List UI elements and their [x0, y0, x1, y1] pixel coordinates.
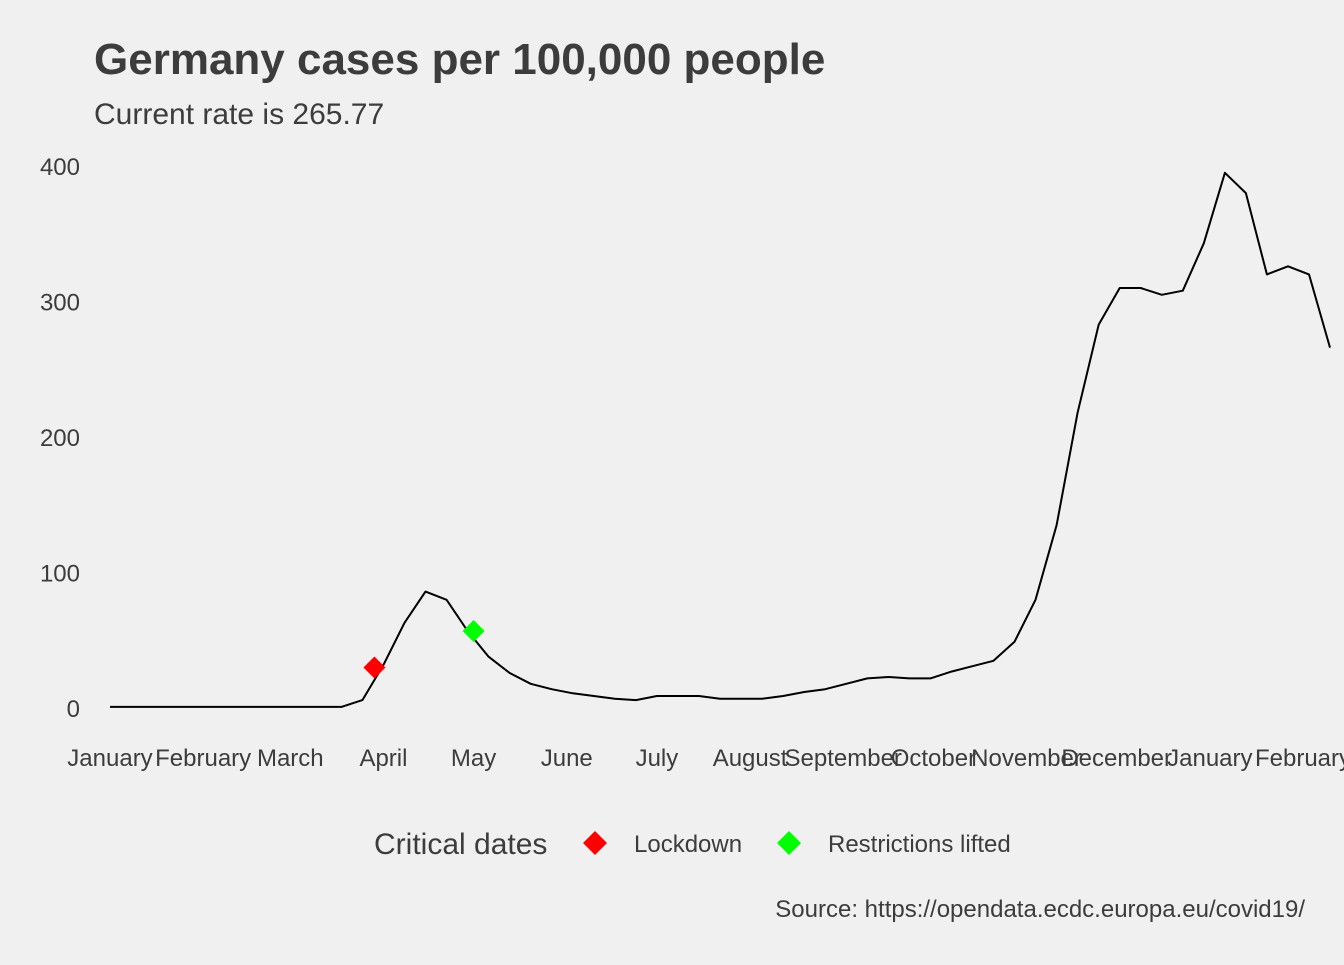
legend-key	[777, 831, 801, 855]
chart-subtitle: Current rate is 265.77	[94, 98, 384, 131]
x-tick-label: June	[541, 745, 593, 772]
legend-items: Lockdown Restrictions lifted	[583, 831, 1011, 858]
legend-label: Restrictions lifted	[828, 831, 1011, 858]
x-tick-label: November	[971, 745, 1082, 772]
series-line	[110, 171, 1331, 708]
x-tick-label: January	[67, 745, 152, 772]
legend-label: Lockdown	[634, 831, 742, 858]
critical-date-marker	[462, 619, 485, 642]
x-tick-label: April	[359, 745, 407, 772]
x-tick-label: October	[891, 745, 976, 772]
source-caption: Source: https://opendata.ecdc.europa.eu/…	[775, 896, 1305, 923]
x-tick-label: January	[1167, 745, 1252, 772]
y-tick-label: 100	[40, 561, 80, 588]
y-tick-label: 300	[40, 290, 80, 317]
y-tick-label: 200	[40, 425, 80, 452]
x-tick-label: July	[636, 745, 679, 772]
x-axis: January February March April May June July Augu…	[67, 745, 1344, 772]
x-tick-label: February	[1255, 745, 1344, 772]
legend: Critical dates Lockdown Restrictions lift…	[374, 828, 1011, 861]
x-tick-label: December	[1061, 745, 1172, 772]
x-tick-label: March	[257, 745, 324, 772]
y-tick-label: 400	[40, 154, 80, 181]
critical-date-marker	[363, 656, 386, 679]
x-tick-label: May	[451, 745, 496, 772]
x-tick-label: September	[785, 745, 902, 772]
x-tick-label: February	[155, 745, 251, 772]
y-tick-label: 0	[67, 696, 80, 723]
plot-area	[110, 171, 1331, 708]
legend-key	[583, 831, 607, 855]
chart-title: Germany cases per 100,000 people	[94, 35, 825, 84]
y-axis: 0 100 200 300 400	[40, 154, 80, 723]
legend-title: Critical dates	[374, 828, 547, 861]
x-tick-label: August	[713, 745, 788, 772]
